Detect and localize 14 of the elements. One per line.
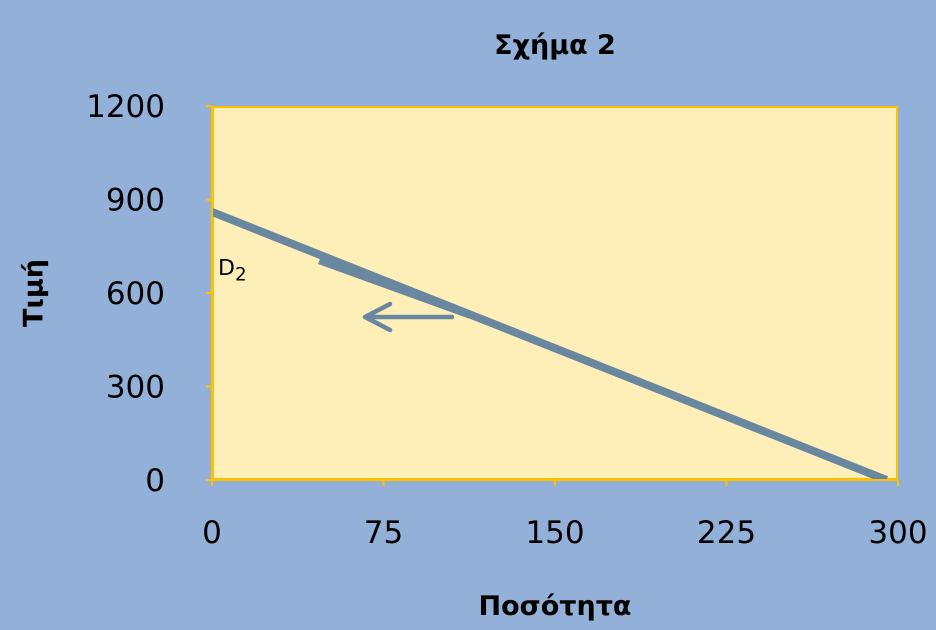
y-tick-label: 1200 [86, 89, 165, 126]
x-tick-label: 150 [525, 515, 585, 552]
y-tick-label: 600 [106, 276, 165, 312]
annotation: D$_{2}$ [218, 256, 247, 286]
x-tick-label: 0 [202, 515, 222, 552]
y-tick-label: 900 [106, 182, 165, 219]
y-axis-title: Τιμή [18, 258, 50, 328]
y-tick-label: 300 [106, 370, 165, 406]
chart-title: Σχήμα 2 [493, 30, 617, 61]
x-axis-title: Ποσότητα [478, 591, 632, 622]
x-tick-label: 225 [696, 515, 756, 552]
x-tick-label: 300 [868, 515, 928, 552]
y-tick-label: 0 [145, 463, 165, 500]
x-tick-label: 75 [364, 515, 404, 552]
